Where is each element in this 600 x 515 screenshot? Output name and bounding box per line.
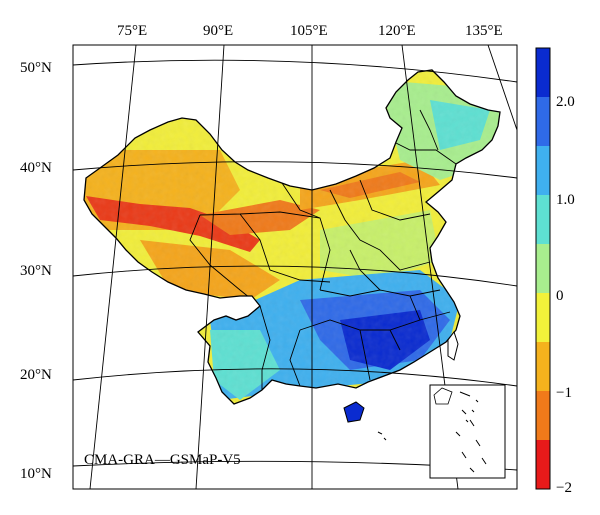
colorbar-segment (536, 342, 550, 392)
small-islands (377, 399, 479, 441)
latitude-label-30n: 30°N (20, 263, 52, 279)
longitude-label-105e: 105°E (290, 23, 328, 39)
colorbar-label-1: 1.0 (556, 192, 575, 208)
colorbar-segment (536, 440, 550, 490)
south-china-sea-inset (429, 384, 506, 479)
colorbar-segment (536, 391, 550, 441)
colorbar-label-minus-1: −1 (556, 385, 572, 401)
colorbar-segment (536, 195, 550, 245)
province-borders (189, 109, 457, 390)
hainan-island (343, 401, 365, 423)
taiwan-island (447, 330, 459, 361)
latitude-label-50n: 50°N (20, 60, 52, 76)
map-title: CMA-GRA—GSMaP-V5 (84, 452, 241, 468)
latitude-label-20n: 20°N (20, 367, 52, 383)
colorbar-label-minus-2: −2 (556, 480, 572, 496)
longitude-label-135e: 135°E (465, 23, 503, 39)
colorbar-segment (536, 146, 550, 196)
longitude-label-90e: 90°E (203, 23, 233, 39)
colorbar-segment (536, 97, 550, 147)
longitude-label-120e: 120°E (378, 23, 416, 39)
latitude-label-10n: 10°N (20, 466, 52, 482)
colorbar-segment (536, 48, 550, 98)
colorbar-label-0: 0 (556, 288, 564, 304)
colorbar-label-2: 2.0 (556, 94, 575, 110)
colorbar-segment (536, 293, 550, 343)
colorbar-segment (536, 244, 550, 294)
colorbar-outline (535, 47, 551, 490)
latitude-label-40n: 40°N (20, 160, 52, 176)
longitude-label-75e: 75°E (117, 23, 147, 39)
colorbar (535, 47, 551, 490)
